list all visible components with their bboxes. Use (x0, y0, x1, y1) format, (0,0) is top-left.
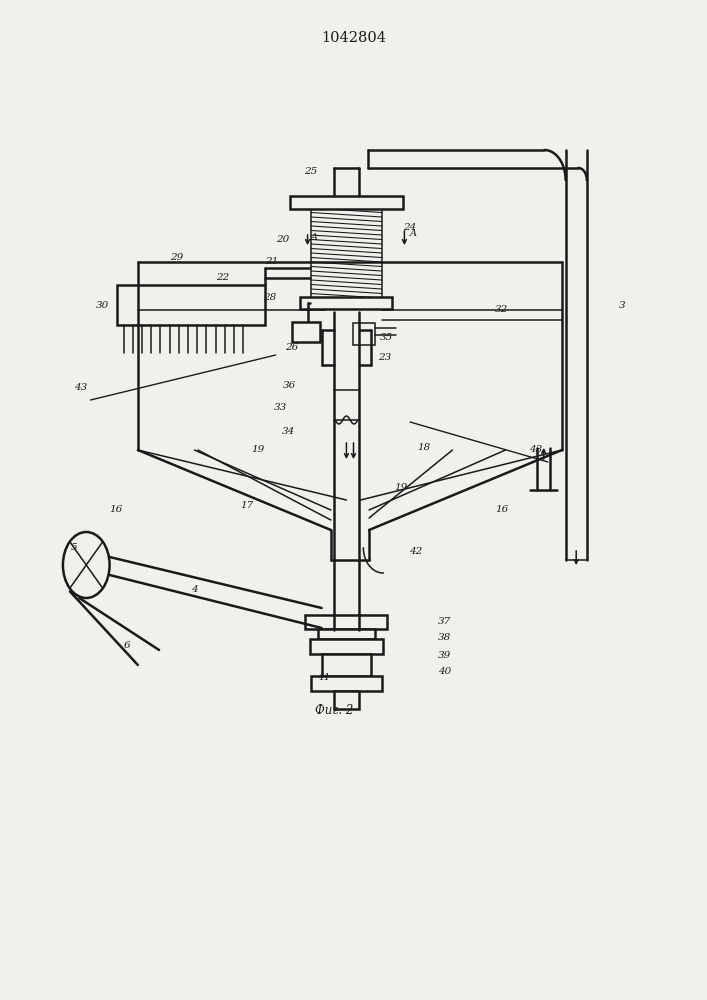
Text: 40: 40 (438, 668, 452, 676)
Text: 28: 28 (263, 294, 276, 302)
Text: 6: 6 (124, 641, 130, 650)
Text: 16: 16 (110, 506, 123, 514)
Text: 29: 29 (170, 253, 183, 262)
Bar (305, 615, 387, 629)
Bar (322, 654, 371, 676)
Text: 16: 16 (495, 506, 508, 514)
Text: 19: 19 (395, 484, 408, 492)
Text: 41: 41 (317, 674, 330, 682)
Text: A: A (410, 230, 417, 238)
Bar (117, 285, 265, 325)
Text: 5: 5 (71, 544, 77, 552)
Text: 21: 21 (265, 257, 279, 266)
Text: 38: 38 (438, 634, 452, 643)
Text: 1042804: 1042804 (321, 31, 386, 45)
Bar (354, 323, 375, 345)
Text: 23: 23 (378, 354, 392, 362)
Text: 34: 34 (281, 428, 295, 436)
Bar (318, 629, 375, 639)
Text: 3: 3 (619, 300, 625, 310)
Text: 35: 35 (380, 334, 394, 342)
Text: 36: 36 (283, 380, 296, 389)
Text: 26: 26 (285, 344, 298, 353)
Text: 24: 24 (403, 224, 416, 232)
Bar (311, 676, 382, 691)
Text: 37: 37 (438, 617, 452, 626)
Text: 42: 42 (409, 548, 422, 556)
Text: 22: 22 (216, 273, 229, 282)
Bar (290, 196, 403, 209)
Bar (310, 639, 383, 654)
Text: 43: 43 (74, 383, 88, 392)
Text: 20: 20 (276, 235, 289, 244)
Text: 25: 25 (304, 167, 317, 176)
Text: A: A (311, 233, 318, 242)
Bar (292, 322, 320, 342)
Text: 39: 39 (438, 650, 452, 660)
Bar (300, 297, 392, 309)
Text: 4: 4 (191, 585, 197, 594)
Text: 18: 18 (417, 444, 431, 452)
Text: 19: 19 (251, 446, 264, 454)
Text: 33: 33 (274, 403, 288, 412)
Text: 17: 17 (240, 500, 254, 510)
Text: 43: 43 (529, 446, 542, 454)
Text: 30: 30 (95, 300, 109, 310)
Text: Фиг. 2: Фиг. 2 (315, 704, 353, 716)
Bar (334, 691, 359, 709)
Text: 32: 32 (495, 306, 508, 314)
